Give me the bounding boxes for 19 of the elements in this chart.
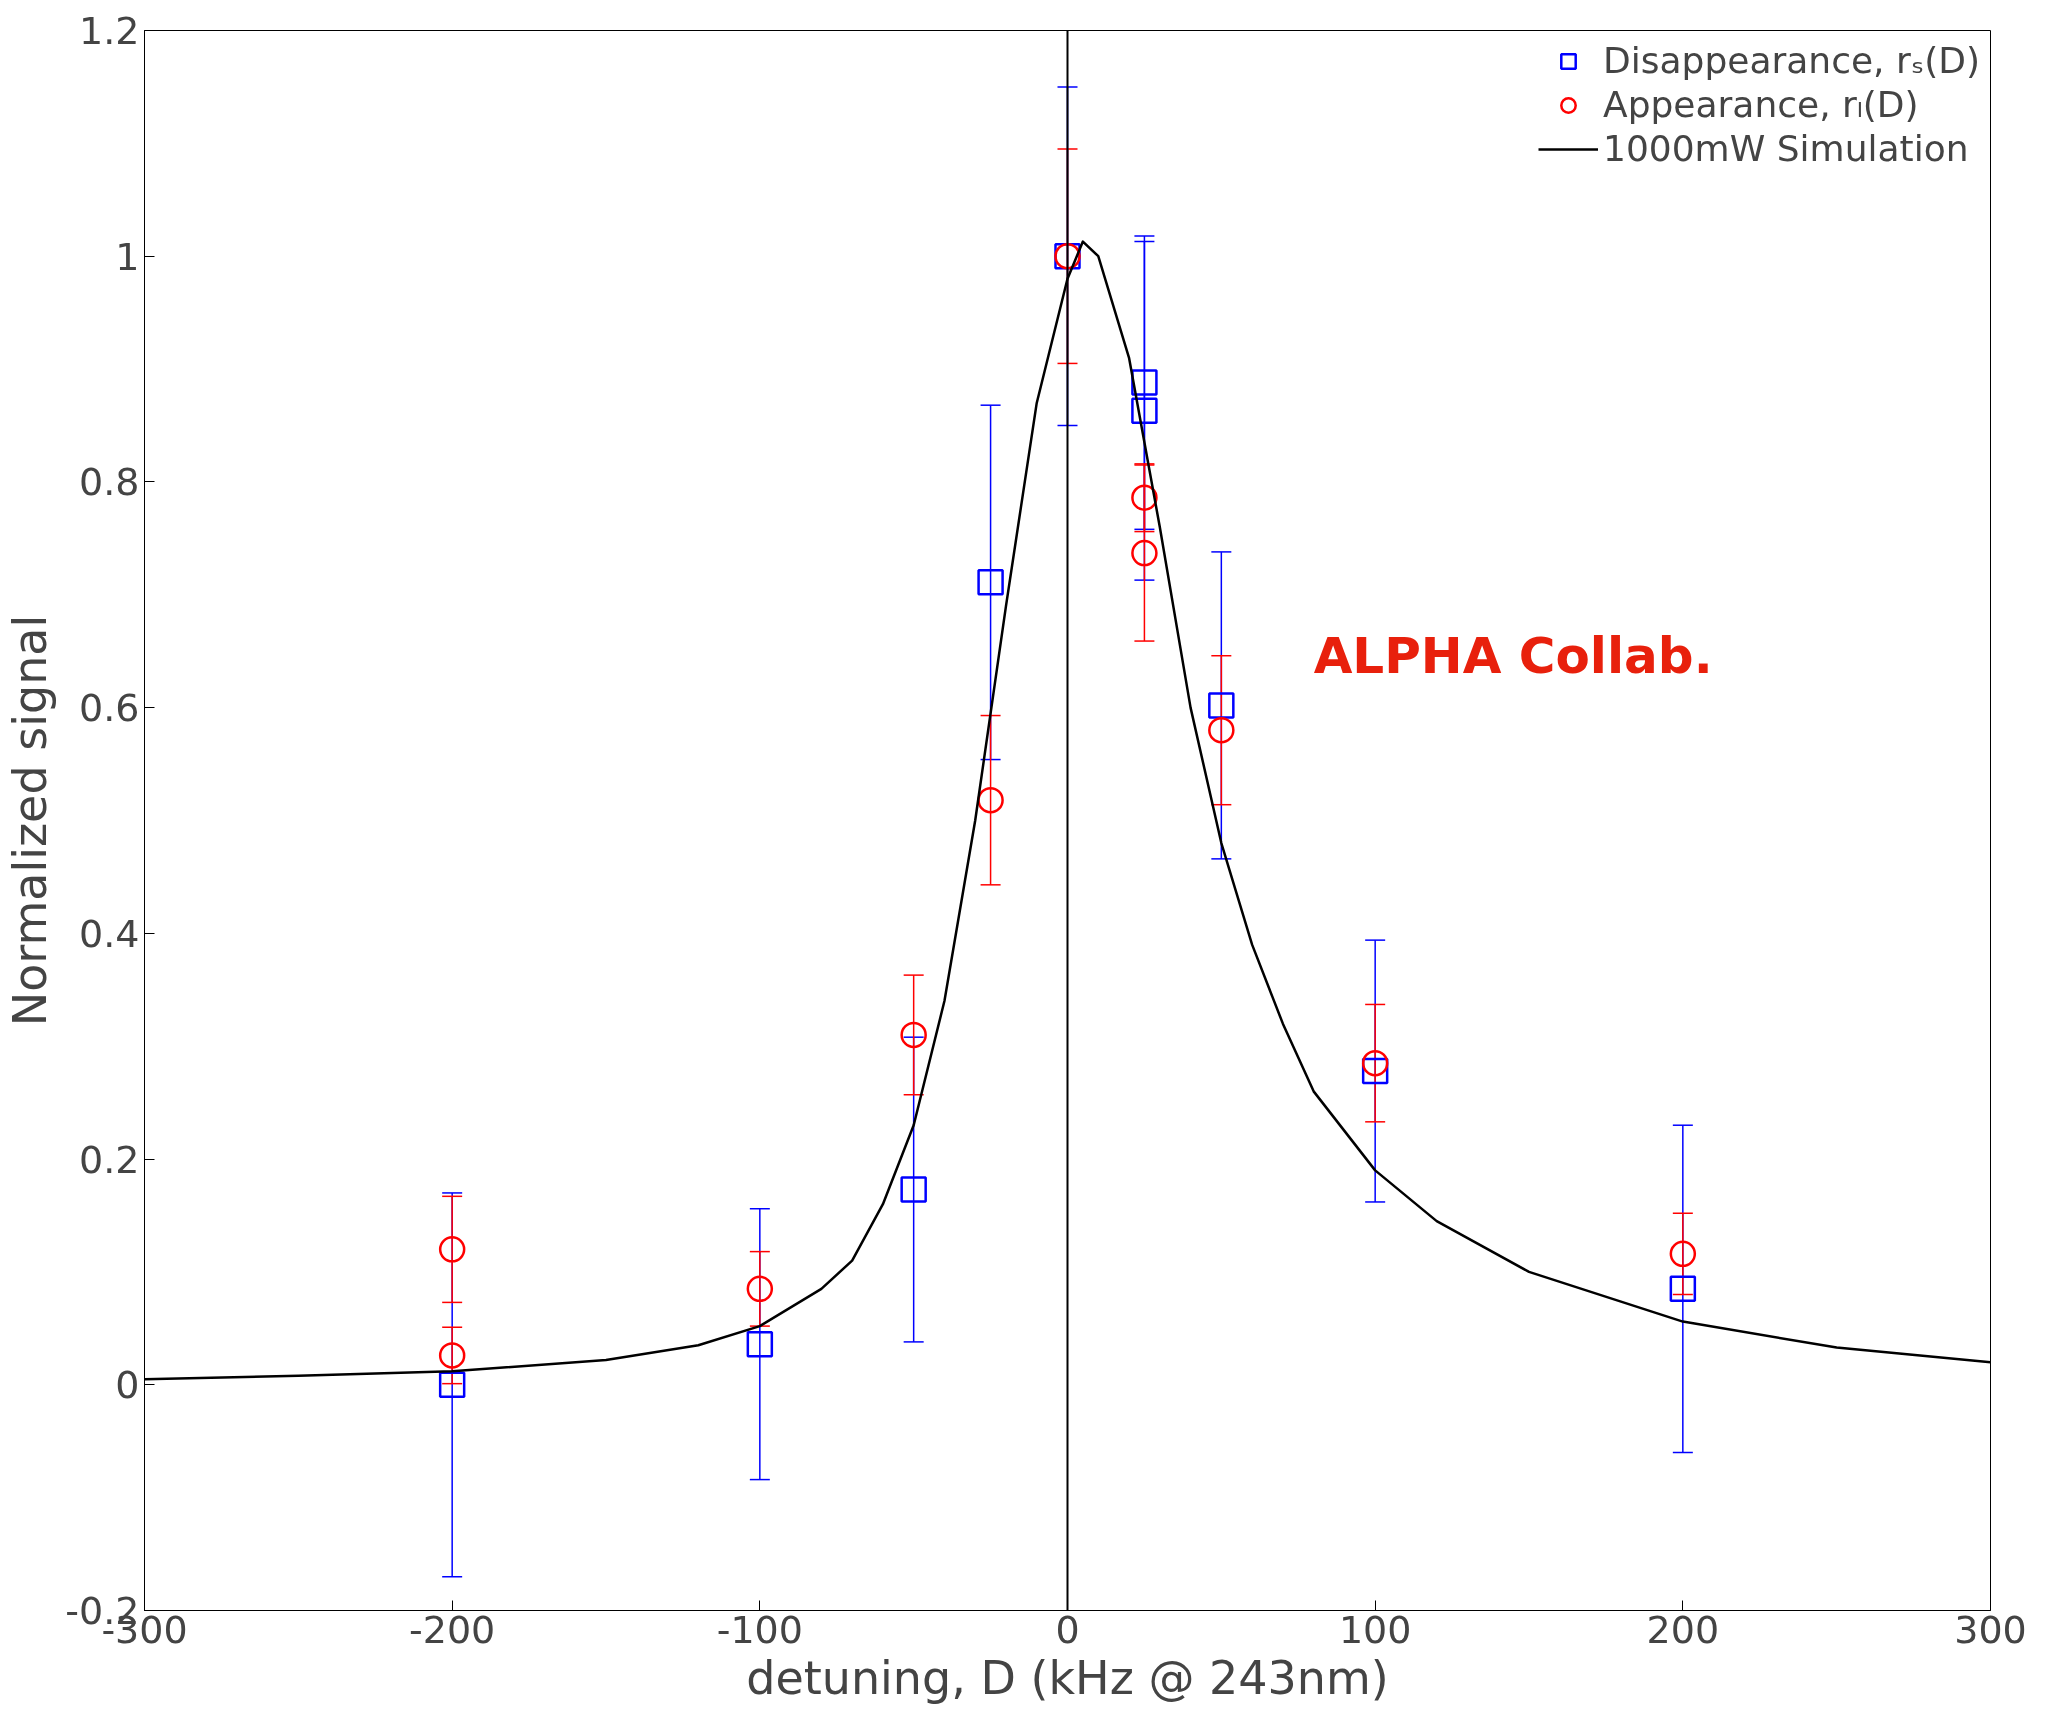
x-tick-label: -200 bbox=[409, 1607, 496, 1652]
x-tick-label: 100 bbox=[1338, 1607, 1412, 1652]
y-tick-label: 0.6 bbox=[79, 686, 140, 731]
x-tick-label: 200 bbox=[1646, 1607, 1720, 1652]
annotation: ALPHA Collab. bbox=[1313, 627, 1713, 686]
y-tick-label: 1.2 bbox=[79, 9, 140, 53]
x-tick-label: 300 bbox=[1954, 1607, 2027, 1652]
y-tick-label: 1 bbox=[115, 234, 140, 279]
x-axis-title: detuning, D (kHz @ 243nm) bbox=[746, 1650, 1389, 1705]
y-tick-label: 0.8 bbox=[79, 460, 140, 505]
y-axis-title: Normalized signal bbox=[3, 614, 58, 1027]
legend-label: 1000mW Simulation bbox=[1603, 128, 1969, 169]
y-tick-label: 0.4 bbox=[79, 911, 140, 956]
y-tick-label: 0.2 bbox=[79, 1137, 140, 1182]
x-tick-label: 0 bbox=[1055, 1607, 1080, 1652]
legend-label: Appearance, rₗ(D) bbox=[1603, 84, 1919, 125]
x-tick-label: -100 bbox=[716, 1607, 803, 1652]
legend-label: Disappearance, rₛ(D) bbox=[1603, 40, 1980, 81]
y-tick-label: 0 bbox=[115, 1363, 140, 1408]
